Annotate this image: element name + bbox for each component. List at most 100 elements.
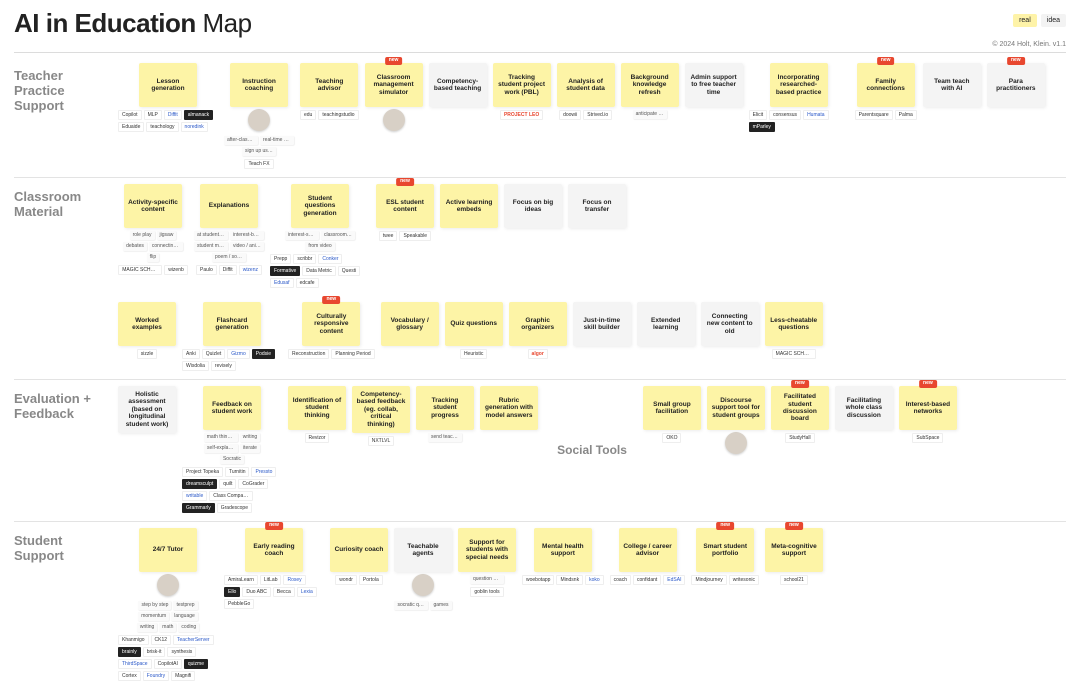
tool-logo[interactable]: wizenz [239,265,262,275]
concept-card[interactable]: Active learning embeds [440,184,498,228]
tool-logo[interactable]: Strived.io [583,110,612,120]
tool-logo[interactable]: synthesis [167,647,196,657]
concept-card[interactable]: Quiz questions [445,302,503,346]
concept-card[interactable]: Flashcard generation [203,302,261,346]
tool-logo[interactable]: PebbleGo [224,599,254,609]
tool-logo[interactable]: Gradescope [217,503,252,513]
tool-logo[interactable]: Gizmo [227,349,249,359]
tool-logo[interactable]: CopilotAI [154,659,182,669]
tool-logo[interactable]: consensus [769,110,801,120]
tool-logo[interactable]: Podsie [252,349,275,359]
tool-logo[interactable]: Conker [318,254,342,264]
tool-logo[interactable]: writable [182,491,207,501]
concept-card[interactable]: Curiosity coach [330,528,388,572]
tool-logo[interactable]: MLP [144,110,162,120]
tool-logo[interactable]: Pressto [251,467,276,477]
tool-logo[interactable]: CK12 [151,635,172,645]
tool-logo[interactable]: school21 [780,575,808,585]
tool-logo[interactable]: wizenb [164,265,188,275]
tool-logo[interactable]: Planning Period [331,349,374,359]
concept-card[interactable]: Vocabulary / glossary [381,302,439,346]
tool-logo[interactable]: Class Companion [209,491,253,501]
concept-card[interactable]: Connecting new content to old [701,302,759,346]
concept-card[interactable]: Teaching advisor [300,63,358,107]
tool-logo[interactable]: edu [300,110,316,120]
concept-card[interactable]: College / career advisor [619,528,677,572]
tool-logo[interactable]: Humata [803,110,829,120]
concept-card[interactable]: Small group facilitation [643,386,701,430]
tool-logo[interactable]: teachingstudio [318,110,358,120]
tool-logo[interactable]: Khanmigo [118,635,149,645]
concept-card[interactable]: Discourse support tool for student group… [707,386,765,430]
tool-logo[interactable]: almanack [184,110,213,120]
tool-logo[interactable]: Paulo [196,265,217,275]
tool-logo[interactable]: Eduaide [118,122,144,132]
tool-logo[interactable]: quizme [184,659,208,669]
concept-card[interactable]: Mental health support [534,528,592,572]
tool-logo[interactable]: quilt [219,479,236,489]
concept-card[interactable]: Para practitionersnew [987,63,1045,107]
concept-card[interactable]: Identification of student thinking [288,386,346,430]
concept-card[interactable]: Facilitating whole class discussion [835,386,893,430]
concept-card[interactable]: Family connectionsnew [857,63,915,107]
tool-logo[interactable]: Elicit [749,110,768,120]
tool-logo[interactable]: confidant [633,575,661,585]
tool-logo[interactable]: doowii [559,110,581,120]
concept-card[interactable]: Focus on big ideas [504,184,562,228]
tool-logo[interactable]: Lexia [297,587,317,597]
tool-logo[interactable]: algor [528,349,548,359]
concept-card[interactable]: Holistic assessment (based on longitudin… [118,386,176,433]
concept-card[interactable]: Student questions generation [291,184,349,228]
tool-logo[interactable]: noredink [181,122,208,132]
tool-logo[interactable]: Mindjourney [691,575,726,585]
tool-logo[interactable]: OKO [662,433,681,443]
tool-logo[interactable]: revisely [211,361,236,371]
tool-logo[interactable]: ThirdSpace [118,659,152,669]
concept-card[interactable]: Lesson generation [139,63,197,107]
tool-logo[interactable]: Portola [359,575,383,585]
concept-card[interactable]: Instruction coaching [230,63,288,107]
tool-logo[interactable]: coach [610,575,631,585]
tool-logo[interactable]: Magnifi [171,671,195,681]
tool-logo[interactable]: twee [379,231,398,241]
tool-logo[interactable]: Rosey [283,575,305,585]
concept-card[interactable]: Early reading coachnew [245,528,303,572]
tool-logo[interactable]: Teach FX [244,159,273,169]
tool-logo[interactable]: Diffit [219,265,237,275]
concept-card[interactable]: Smart student portfolionew [696,528,754,572]
concept-card[interactable]: Tracking student progress [416,386,474,430]
concept-card[interactable]: Competency-based teaching [429,63,487,107]
tool-logo[interactable]: Becca [273,587,295,597]
tool-logo[interactable]: scribbr [293,254,316,264]
concept-card[interactable]: ESL student contentnew [376,184,434,228]
concept-card[interactable]: Graphic organizers [509,302,567,346]
tool-logo[interactable]: woebotapp [522,575,554,585]
tool-logo[interactable]: Quizlet [202,349,226,359]
concept-card[interactable]: Less-cheatable questions [765,302,823,346]
tool-logo[interactable]: brisk-it [143,647,166,657]
tool-logo[interactable]: Grammarly [182,503,215,513]
tool-logo[interactable]: Prepp [270,254,291,264]
tool-logo[interactable]: CoGrader [238,479,268,489]
tool-logo[interactable]: SubSpace [912,433,943,443]
tool-logo[interactable]: Diffit [164,110,182,120]
concept-card[interactable]: Competency-based feedback (eg. collab, c… [352,386,410,433]
concept-card[interactable]: Extended learning [637,302,695,346]
tool-logo[interactable]: LitLab [260,575,282,585]
concept-card[interactable]: Incorporating researched-based practice [770,63,828,107]
concept-card[interactable]: Worked examples [118,302,176,346]
concept-card[interactable]: Admin support to free teacher time [685,63,743,107]
tool-logo[interactable]: wondr [335,575,357,585]
tool-logo[interactable]: Edusaf [270,278,294,288]
tool-logo[interactable]: MAGIC SCHOOL [118,265,162,275]
tool-logo[interactable]: koko [585,575,604,585]
concept-card[interactable]: Background knowledge refresh [621,63,679,107]
concept-card[interactable]: Tracking student project work (PBL) [493,63,551,107]
tool-logo[interactable]: PROJECT LEO [500,110,543,120]
tool-logo[interactable]: Wisdolia [182,361,209,371]
tool-logo[interactable]: Foundry [143,671,169,681]
tool-logo[interactable]: Formative [270,266,300,276]
tool-logo[interactable]: Copilot [118,110,142,120]
concept-card[interactable]: Focus on transfer [568,184,626,228]
tool-logo[interactable]: Data Metric [302,266,336,276]
